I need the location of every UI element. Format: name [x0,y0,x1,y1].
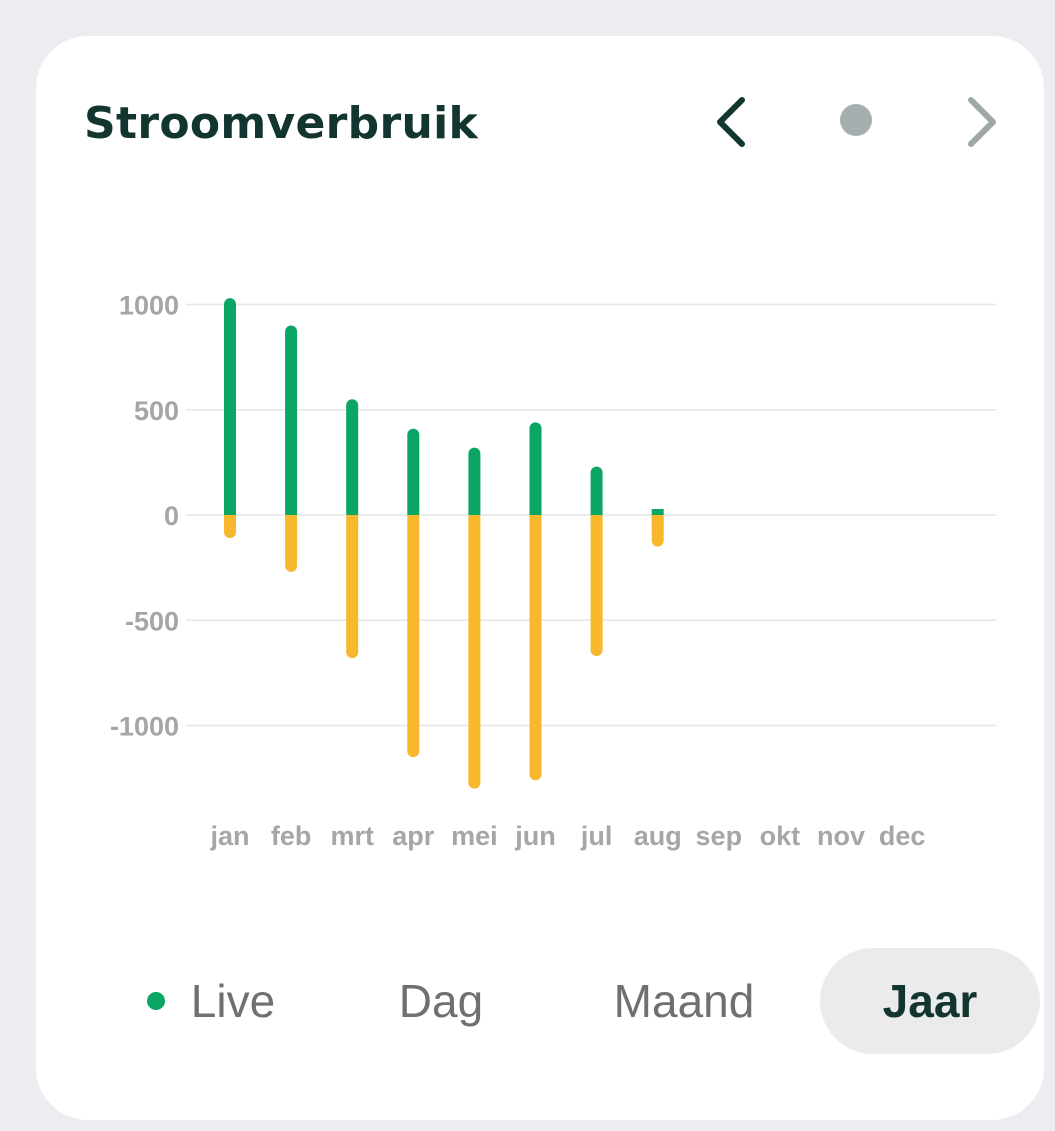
bar-base-jan [224,509,236,515]
bar-jun-positive[interactable] [529,422,542,515]
bar-base-feb [285,515,298,521]
tab-maand-label: Maand [613,975,755,1027]
energy-card: Stroomverbruik 1000 500 0 -500 -1000 jan feb mr… [36,36,1044,1120]
bar-jan-positive[interactable] [224,298,236,515]
tab-jaar-label: Jaar [882,975,978,1027]
bar-base-aug [651,509,664,515]
card-title: Stroomverbruik [84,98,479,149]
tab-dag-label: Dag [398,975,484,1027]
x-tick-label-jan: jan [209,821,249,851]
dot-icon[interactable] [840,104,872,136]
bar-base-apr [407,509,420,515]
chevron-left-icon[interactable] [704,92,764,152]
bar-base-jul [590,509,603,515]
bar-feb-negative[interactable] [285,515,298,572]
x-tick-label-apr: apr [392,821,435,851]
bar-feb-positive[interactable] [285,325,298,515]
y-tick-label: -500 [125,606,179,636]
bar-mrt-positive[interactable] [346,399,359,515]
tab-maand[interactable]: Maand [584,948,784,1054]
bar-base-mei [468,509,481,515]
bar-aug-negative[interactable] [651,515,664,547]
bar-base-mei [468,515,481,521]
x-tick-label-sep: sep [696,821,743,851]
bar-mei-positive[interactable] [468,447,481,515]
x-tick-label-nov: nov [817,821,865,851]
x-tick-label-jul: jul [580,821,613,851]
tab-dag[interactable]: Dag [366,948,516,1054]
x-tick-label-aug: aug [634,821,682,851]
chevron-right-icon[interactable] [951,92,1011,152]
x-tick-label-mei: mei [451,821,498,851]
tab-live-label: Live [190,975,276,1027]
bar-base-jun [529,515,542,521]
y-tick-label: -1000 [110,712,179,742]
bar-base-jul [590,515,603,521]
bar-jul-negative[interactable] [590,515,603,657]
bar-base-jan [224,515,236,521]
y-tick-label: 1000 [119,291,179,321]
live-dot-icon [146,992,165,1010]
bar-apr-positive[interactable] [407,428,420,515]
bar-base-apr [407,515,420,521]
bar-jun-negative[interactable] [529,515,542,781]
x-tick-label-jun: jun [514,821,556,851]
bar-mrt-negative[interactable] [346,515,359,659]
x-tick-label-okt: okt [760,821,801,851]
bar-mei-negative[interactable] [468,515,481,789]
tab-jaar[interactable]: Jaar [820,948,1040,1054]
y-tick-label: 0 [164,501,179,531]
bar-base-mrt [346,515,359,521]
stroomverbruik-chart: 1000 500 0 -500 -1000 jan feb mrt apr mei jun jul au… [110,291,996,851]
bar-base-mrt [346,509,359,515]
bar-base-jun [529,509,542,515]
tab-live[interactable]: Live [126,948,296,1054]
bar-base-feb [285,509,298,515]
bar-apr-negative[interactable] [407,515,420,758]
bar-jul-positive[interactable] [590,466,603,515]
x-tick-label-dec: dec [879,821,926,851]
bar-base-aug [651,515,664,521]
y-tick-label: 500 [134,396,179,426]
x-tick-label-mrt: mrt [330,821,374,851]
x-tick-label-feb: feb [271,821,312,851]
